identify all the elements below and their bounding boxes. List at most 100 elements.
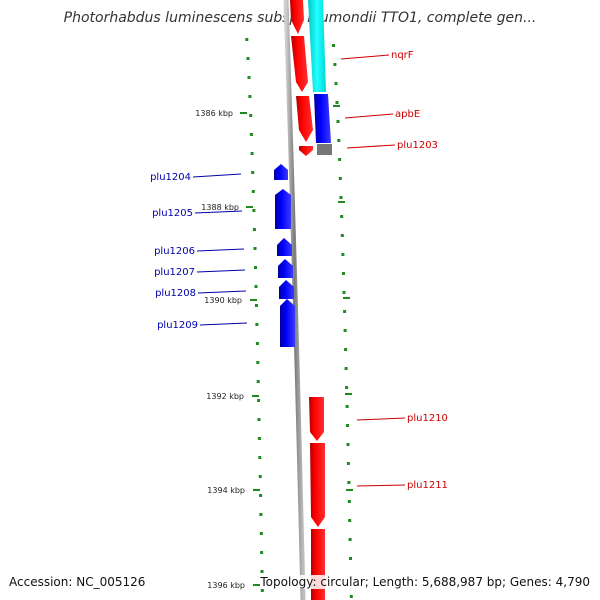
minor-tick	[252, 228, 256, 231]
minor-tick	[342, 272, 345, 275]
minor-tick	[345, 405, 349, 408]
gene-label-nqrF[interactable]: nqrF	[391, 50, 414, 61]
gene-label-plu1211[interactable]: plu1211	[407, 480, 448, 491]
gene-arrow-plu1206[interactable]	[277, 238, 292, 256]
gene-label-plu1209[interactable]: plu1209	[157, 320, 198, 331]
minor-tick	[258, 475, 262, 478]
minor-tick	[349, 557, 352, 560]
minor-tick	[335, 101, 339, 104]
genome-info-text: Topology: circular; Length: 5,688,987 bp…	[260, 575, 590, 589]
outer-ring-ticks	[333, 105, 353, 491]
gene-arrow-red[interactable]	[290, 0, 304, 34]
minor-tick	[339, 196, 343, 199]
gene-arrow-plu1211[interactable]	[310, 443, 325, 527]
gene-arrow-red[interactable]	[299, 146, 313, 156]
minor-tick	[334, 82, 338, 85]
minor-tick	[249, 114, 253, 117]
minor-tick	[256, 380, 260, 383]
minor-tick	[254, 266, 257, 269]
minor-tick	[253, 247, 257, 250]
gene-arrow-plu1207[interactable]	[278, 259, 293, 278]
minor-tick	[336, 120, 340, 123]
feature-grey-block	[317, 144, 332, 155]
minor-tick	[344, 367, 348, 370]
leader-line	[199, 322, 248, 326]
leader-line	[340, 54, 390, 60]
minor-tick	[347, 481, 351, 484]
minor-tick	[259, 494, 263, 497]
tick-label: 1386 kbp	[195, 109, 233, 118]
gene-label-plu1210[interactable]: plu1210	[407, 413, 448, 424]
tick-label: 1392 kbp	[206, 392, 244, 401]
minor-tick	[346, 424, 349, 427]
minor-tick	[337, 139, 341, 142]
gene-block-grey	[317, 144, 332, 155]
minor-tick	[247, 76, 251, 79]
gene-label-apbE[interactable]: apbE	[395, 109, 420, 120]
minor-tick	[343, 310, 347, 313]
gene-label-plu1204[interactable]: plu1204	[150, 172, 191, 183]
minor-tick	[252, 209, 256, 212]
minor-tick	[347, 500, 351, 503]
minor-tick	[259, 513, 263, 516]
minor-tick	[340, 215, 344, 218]
minor-tick	[260, 570, 264, 573]
minor-tick	[256, 361, 260, 364]
gene-arrow-plu1208[interactable]	[279, 280, 294, 299]
gene-arrow-cyan[interactable]	[308, 0, 326, 92]
leader-line	[196, 269, 246, 273]
minor-tick	[257, 399, 261, 402]
minor-tick	[345, 386, 349, 389]
gene-label-plu1206[interactable]: plu1206	[154, 246, 195, 257]
minor-tick	[338, 158, 342, 161]
gene-arrow-red[interactable]	[291, 36, 308, 92]
genome-backbone	[283, 0, 306, 600]
gene-arrow-plu1210[interactable]	[309, 397, 324, 441]
minor-tick	[342, 291, 346, 294]
minor-tick	[257, 437, 261, 440]
leader-line	[356, 484, 406, 487]
minor-tick	[260, 551, 264, 554]
gene-arrow-red[interactable]	[296, 96, 313, 142]
leader-line	[194, 210, 243, 214]
minor-tick	[254, 285, 258, 288]
tick-ring-left	[245, 38, 264, 592]
minor-tick	[255, 342, 259, 345]
reverse-strand-genes	[274, 164, 295, 347]
feature-cyan-track[interactable]	[308, 0, 326, 92]
minor-tick	[250, 152, 254, 155]
tick-label: 1396 kbp	[207, 581, 245, 590]
minor-tick	[332, 44, 335, 47]
gene-arrow-blue[interactable]	[314, 94, 331, 143]
minor-tick	[257, 418, 261, 421]
gene-label-plu1203[interactable]: plu1203	[397, 140, 438, 151]
minor-tick	[259, 532, 263, 535]
minor-tick	[349, 595, 353, 598]
leader-line	[192, 173, 242, 178]
minor-tick	[245, 38, 249, 41]
gene-arrow-red[interactable]	[311, 529, 325, 600]
leader-line	[356, 417, 406, 421]
leader-line	[196, 248, 245, 252]
minor-tick	[255, 323, 259, 326]
tick-ring-right	[332, 44, 353, 598]
gene-arrow-plu1209[interactable]	[280, 299, 295, 347]
gene-labels-left: plu1204 plu1205 plu1206 plu1207 plu1208 …	[150, 172, 198, 331]
gene-arrow-plu1204[interactable]	[274, 164, 288, 180]
minor-tick	[248, 95, 252, 98]
gene-label-plu1208[interactable]: plu1208	[155, 288, 196, 299]
gene-arrow-plu1205[interactable]	[275, 189, 291, 229]
minor-tick	[260, 589, 264, 592]
minor-tick	[251, 190, 255, 193]
leader-line	[197, 290, 247, 294]
tick-label: 1388 kbp	[201, 203, 239, 212]
leader-line	[344, 113, 394, 119]
gene-label-plu1205[interactable]: plu1205	[152, 208, 193, 219]
minor-tick	[251, 171, 255, 174]
minor-tick	[333, 63, 337, 66]
gene-label-plu1207[interactable]: plu1207	[154, 267, 195, 278]
minor-tick	[258, 456, 262, 459]
tick-label: 1394 kbp	[207, 486, 245, 495]
minor-tick	[346, 462, 350, 465]
